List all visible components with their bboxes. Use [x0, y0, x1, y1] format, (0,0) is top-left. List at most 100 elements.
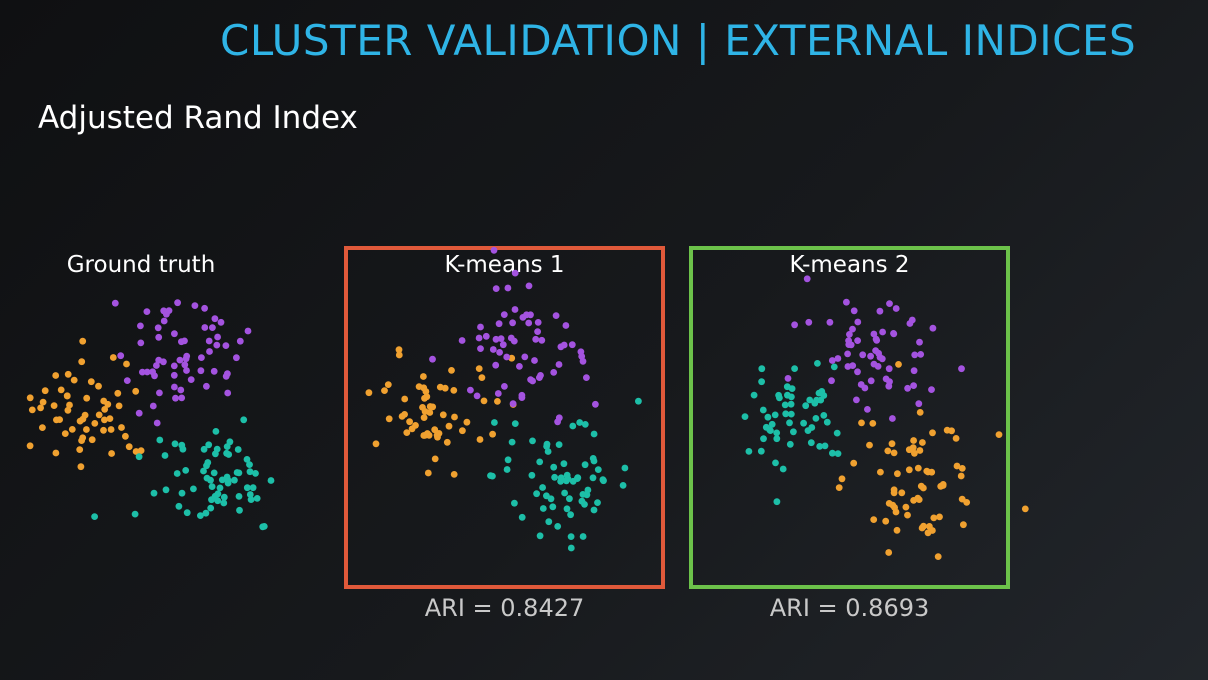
scatter-point-purple: [532, 335, 540, 343]
scatter-point-teal: [600, 477, 607, 485]
scatter-point-purple: [928, 386, 935, 393]
scatter-point-purple: [583, 374, 590, 381]
scatter-point-purple: [489, 346, 497, 353]
scatter-point-purple: [889, 415, 896, 422]
scatter-point-orange: [395, 346, 403, 354]
scatter-point-orange: [87, 378, 95, 386]
scatter-point-orange: [95, 411, 103, 419]
scatter-point-teal: [231, 476, 238, 484]
scatter-point-purple: [527, 311, 534, 319]
scatter-point-teal: [567, 533, 575, 540]
scatter-point-teal: [581, 461, 589, 469]
scatter-point-orange: [26, 442, 34, 450]
scatter-point-purple: [165, 307, 173, 314]
scatter-point-teal: [246, 461, 253, 468]
scatter-point-purple: [885, 365, 893, 373]
scatter-point-orange: [914, 464, 922, 472]
scatter-point-teal: [233, 469, 241, 476]
scatter-point-purple: [135, 409, 143, 417]
scatter-point-orange: [939, 482, 947, 489]
scatter-point-teal: [224, 477, 232, 484]
scatter-point-purple: [149, 402, 157, 410]
scatter-point-orange: [52, 449, 60, 457]
scatter-point-orange: [420, 384, 428, 392]
scatter-point-teal: [547, 495, 555, 503]
scatter-point-teal: [760, 435, 767, 443]
scatter-point-teal: [576, 419, 584, 426]
scatter-point-orange: [957, 472, 965, 480]
scatter-point-purple: [217, 318, 225, 326]
scatter-point-purple: [214, 333, 222, 341]
scatter-point-teal: [135, 453, 143, 461]
scatter-point-orange: [79, 337, 87, 345]
scatter-point-teal: [536, 458, 544, 466]
scatter-point-orange: [26, 394, 34, 402]
scatter-point-orange: [83, 394, 91, 402]
scatter-point-purple: [137, 339, 145, 347]
scatter-point-purple: [892, 305, 900, 312]
scatter-point-teal: [246, 468, 254, 476]
scatter-point-purple: [864, 406, 871, 413]
scatter-point-teal: [563, 477, 570, 485]
scatter-point-purple: [562, 322, 570, 329]
scatter-point-teal: [834, 450, 842, 457]
scatter-point-orange: [123, 360, 130, 368]
scatter-point-teal: [533, 490, 540, 498]
scatter-point-teal: [243, 484, 251, 492]
scatter-point-orange: [916, 409, 924, 416]
scatter-point-teal: [741, 413, 749, 420]
scatter-point-teal: [511, 420, 519, 427]
scatter-point-teal: [197, 512, 204, 519]
scatter-point-orange: [406, 418, 413, 426]
scatter-point-teal: [773, 498, 781, 506]
scatter-point-orange: [408, 425, 416, 433]
panel-label-kmeans-1: K-means 1: [444, 252, 565, 278]
scatter-point-teal: [182, 467, 190, 474]
scatter-point-teal: [150, 489, 158, 497]
scatter-point-purple: [233, 354, 240, 362]
scatter-point-teal: [214, 497, 222, 505]
scatter-point-purple: [876, 307, 884, 315]
scatter-point-orange: [100, 426, 107, 434]
scatter-point-teal: [802, 402, 810, 410]
scatter-point-purple: [916, 338, 923, 346]
scatter-point-teal: [544, 448, 552, 455]
scatter-point-purple: [834, 355, 842, 362]
scatter-point-teal: [773, 435, 781, 443]
scatter-point-purple: [578, 353, 586, 360]
scatter-point-orange: [37, 404, 44, 412]
scatter-point-purple: [211, 315, 219, 323]
scatter-point-teal: [621, 464, 629, 472]
scatter-point-orange: [63, 392, 71, 400]
scatter-point-teal: [579, 533, 587, 540]
scatter-point-orange: [420, 373, 427, 380]
scatter-point-purple: [550, 369, 558, 376]
kmeans-2-frame: [689, 246, 1010, 589]
scatter-point-purple: [870, 330, 878, 338]
scatter-point-teal: [183, 509, 191, 517]
scatter-point-teal: [569, 422, 577, 430]
scatter-point-orange: [125, 443, 133, 451]
scatter-point-teal: [772, 459, 779, 467]
scatter-point-purple: [504, 284, 512, 292]
scatter-point-purple: [222, 342, 230, 349]
scatter-point-orange: [476, 436, 484, 443]
scatter-point-teal: [560, 460, 568, 468]
scatter-point-purple: [879, 328, 886, 336]
scatter-point-teal: [758, 378, 765, 386]
scatter-point-teal: [589, 474, 597, 482]
scatter-point-purple: [187, 376, 195, 383]
ari-value-kmeans-2: ARI = 0.8693: [769, 594, 930, 622]
scatter-point-purple: [458, 337, 466, 344]
scatter-point-purple: [467, 386, 474, 394]
scatter-point-purple: [492, 361, 500, 369]
scatter-point-purple: [170, 362, 178, 370]
scatter-point-purple: [170, 371, 178, 379]
scatter-point-purple: [592, 400, 599, 408]
scatter-point-purple: [536, 374, 543, 381]
scatter-point-orange: [934, 553, 942, 560]
scatter-point-teal: [161, 452, 169, 459]
scatter-point-teal: [569, 477, 577, 485]
scatter-point-orange: [429, 403, 437, 411]
scatter-point-orange: [475, 365, 483, 372]
